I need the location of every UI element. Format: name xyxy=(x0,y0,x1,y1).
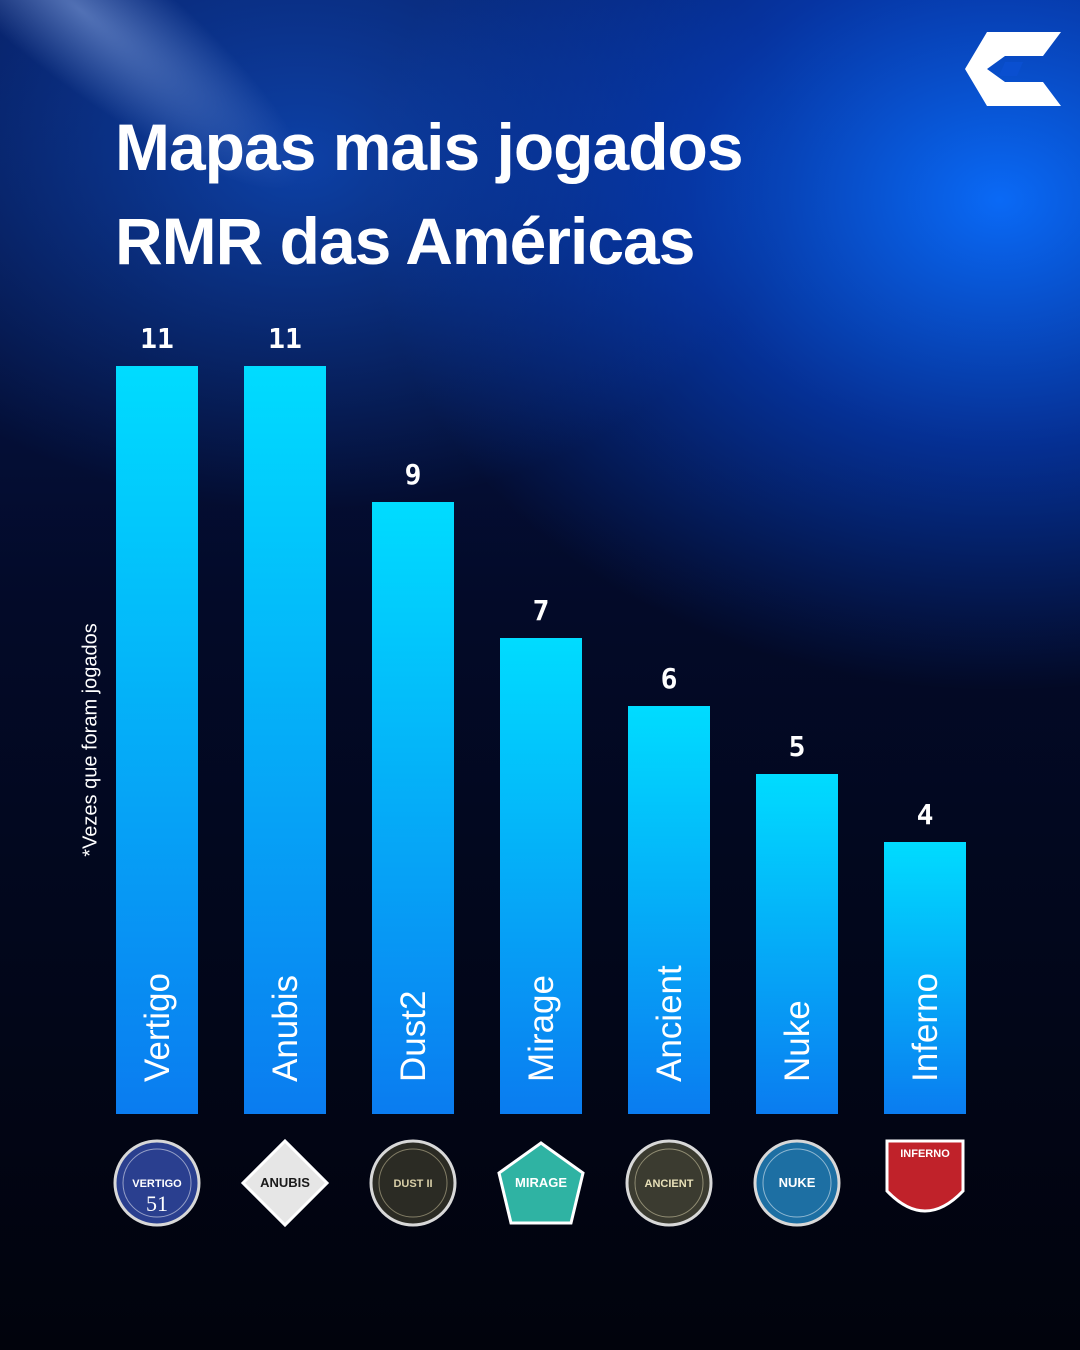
value-label: 11 xyxy=(268,322,302,355)
badge-text: ANUBIS xyxy=(260,1175,310,1190)
bar-vertigo xyxy=(116,366,198,1114)
badge-text: MIRAGE xyxy=(515,1175,567,1190)
bar-group-vertigo: 11 Vertigo xyxy=(116,322,198,1114)
mirage-badge-icon: MIRAGE xyxy=(497,1141,585,1225)
badge-text: VERTIGO xyxy=(132,1178,182,1190)
bar-anubis xyxy=(244,366,326,1114)
title-line-2: RMR das Américas xyxy=(115,204,695,278)
bar-group-dust2: 9 Dust2 xyxy=(372,458,454,1114)
badge-text: NUKE xyxy=(779,1175,816,1190)
category-label: Inferno xyxy=(906,973,945,1082)
inferno-badge-icon: INFERNO xyxy=(885,1139,965,1213)
brand-logo-icon xyxy=(965,32,1061,106)
category-label: Mirage xyxy=(522,975,561,1082)
page-title: Mapas mais jogados RMR das Américas xyxy=(115,100,744,288)
bar-ancient xyxy=(628,706,710,1114)
badge-text: ANCIENT xyxy=(645,1178,694,1190)
bar-group-inferno: 4 Inferno xyxy=(884,798,966,1114)
anubis-badge-icon: ANUBIS xyxy=(240,1138,330,1228)
bar-group-anubis: 11 Anubis xyxy=(244,322,326,1114)
ancient-badge-icon: ANCIENT xyxy=(625,1139,713,1227)
category-label: Ancient xyxy=(650,965,689,1082)
title-line-1: Mapas mais jogados xyxy=(115,110,744,184)
bar-mirage xyxy=(500,638,582,1114)
category-label: Anubis xyxy=(266,975,305,1082)
nuke-badge-icon: NUKE xyxy=(753,1139,841,1227)
bar-group-nuke: 5 Nuke xyxy=(756,730,838,1114)
badge-subtext: 51 xyxy=(146,1191,168,1216)
bar-dust2 xyxy=(372,502,454,1114)
value-label: 7 xyxy=(533,594,550,627)
badge-text: DUST II xyxy=(393,1178,432,1190)
category-label: Nuke xyxy=(778,1000,817,1082)
value-label: 5 xyxy=(789,730,806,763)
value-label: 6 xyxy=(661,662,678,695)
category-label: Vertigo xyxy=(138,973,177,1082)
value-label: 11 xyxy=(140,322,174,355)
value-label: 4 xyxy=(917,798,934,831)
value-label: 9 xyxy=(405,458,422,491)
bar-nuke xyxy=(756,774,838,1114)
badge-text: INFERNO xyxy=(900,1148,950,1160)
bar-inferno xyxy=(884,842,966,1114)
bar-group-mirage: 7 Mirage xyxy=(500,594,582,1114)
bar-group-ancient: 6 Ancient xyxy=(628,662,710,1114)
dust2-badge-icon: DUST II xyxy=(369,1139,457,1227)
category-label: Dust2 xyxy=(394,991,433,1082)
